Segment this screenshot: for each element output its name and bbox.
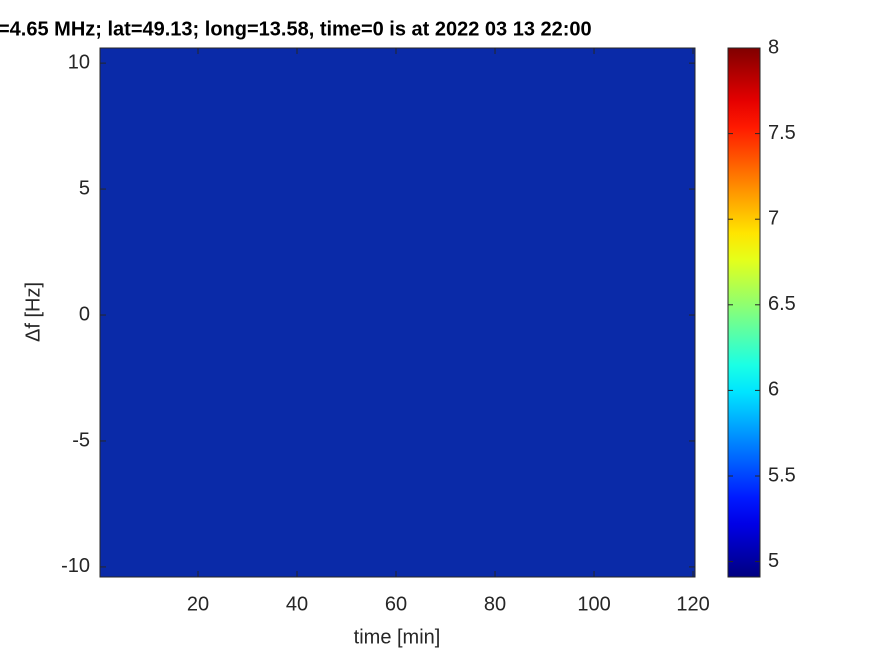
y-tick-label: 10 <box>68 51 90 73</box>
y-axis-label: Δf [Hz] <box>22 282 44 342</box>
y-tick-label: -5 <box>72 429 90 451</box>
x-tick-label: 60 <box>385 593 407 615</box>
x-tick-label: 20 <box>187 593 209 615</box>
x-tick-label: 100 <box>577 593 610 615</box>
x-tick-label: 40 <box>286 593 308 615</box>
colorbar <box>727 47 761 578</box>
colorbar-tick-label: 6.5 <box>768 293 796 315</box>
colorbar-tick-label: 7 <box>768 207 779 229</box>
x-tick-label: 120 <box>676 593 709 615</box>
x-axis-label: time [min] <box>354 626 441 648</box>
colorbar-tick-label: 5.5 <box>768 464 796 486</box>
colorbar-tick-label: 6 <box>768 379 779 401</box>
y-tick-label: -10 <box>61 555 90 577</box>
y-tick-label: 0 <box>79 303 90 325</box>
colorbar-tick-label: 7.5 <box>768 122 796 144</box>
plot-frame <box>99 47 696 578</box>
colorbar-tick-label: 8 <box>768 36 779 58</box>
chart-title: =4.65 MHz; lat=49.13; long=13.58, time=0… <box>0 18 592 40</box>
y-tick-label: 5 <box>79 177 90 199</box>
x-tick-label: 80 <box>484 593 506 615</box>
heatmap-field <box>100 48 695 577</box>
colorbar-tick-label: 5 <box>768 550 779 572</box>
